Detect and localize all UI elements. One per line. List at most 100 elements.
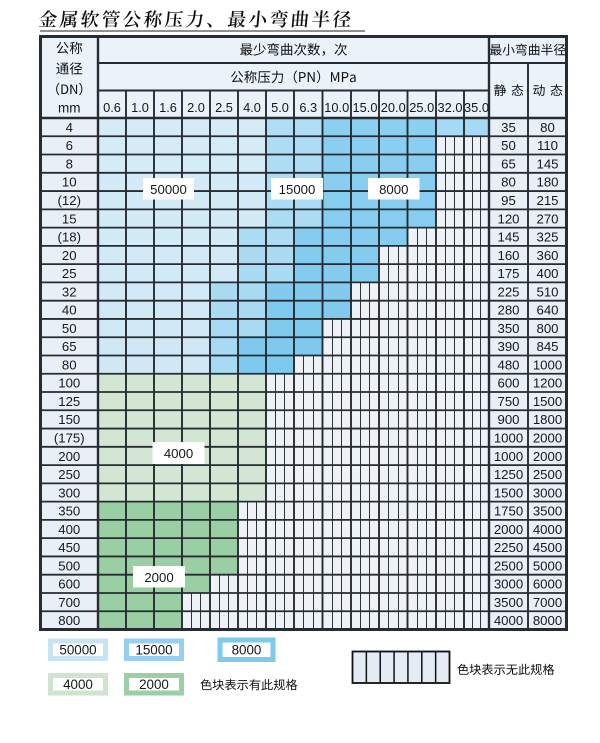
svg-text:50: 50 <box>62 321 77 336</box>
svg-text:300: 300 <box>58 485 80 500</box>
svg-text:15: 15 <box>62 211 77 226</box>
svg-text:2000: 2000 <box>494 522 523 537</box>
svg-text:50000: 50000 <box>59 643 96 658</box>
svg-text:700: 700 <box>58 595 80 610</box>
svg-text:2500: 2500 <box>533 467 562 482</box>
svg-text:4500: 4500 <box>533 540 562 555</box>
svg-text:400: 400 <box>58 522 80 537</box>
svg-text:125: 125 <box>58 394 80 409</box>
svg-text:95: 95 <box>501 193 516 208</box>
svg-text:3000: 3000 <box>494 577 523 592</box>
svg-text:40: 40 <box>62 303 77 318</box>
svg-text:900: 900 <box>497 412 519 427</box>
svg-text:15.0: 15.0 <box>353 100 378 115</box>
svg-text:65: 65 <box>501 156 516 171</box>
svg-text:750: 750 <box>497 394 519 409</box>
svg-text:65: 65 <box>62 339 77 354</box>
svg-text:450: 450 <box>58 540 80 555</box>
svg-text:1250: 1250 <box>494 467 523 482</box>
svg-text:6000: 6000 <box>533 577 562 592</box>
svg-text:2000: 2000 <box>533 449 562 464</box>
svg-text:145: 145 <box>536 156 558 171</box>
svg-text:480: 480 <box>497 357 519 372</box>
svg-text:5.0: 5.0 <box>271 100 289 115</box>
svg-text:1000: 1000 <box>533 357 562 372</box>
svg-text:270: 270 <box>536 211 558 226</box>
svg-text:2000: 2000 <box>144 570 173 585</box>
svg-text:1200: 1200 <box>533 376 562 391</box>
svg-text:mm: mm <box>58 101 81 116</box>
svg-text:600: 600 <box>497 376 519 391</box>
svg-text:175: 175 <box>497 266 519 281</box>
svg-text:600: 600 <box>58 577 80 592</box>
svg-text:4000: 4000 <box>63 677 93 692</box>
svg-text:400: 400 <box>536 266 558 281</box>
svg-text:6: 6 <box>66 138 73 153</box>
svg-text:1000: 1000 <box>494 430 523 445</box>
svg-text:50: 50 <box>501 138 516 153</box>
svg-text:32.0: 32.0 <box>438 100 463 115</box>
svg-text:1.6: 1.6 <box>159 100 177 115</box>
svg-text:4.0: 4.0 <box>243 100 261 115</box>
svg-text:2250: 2250 <box>494 540 523 555</box>
svg-text:215: 215 <box>536 193 558 208</box>
svg-text:510: 510 <box>536 284 558 299</box>
svg-text:(12): (12) <box>58 193 81 208</box>
svg-text:0.6: 0.6 <box>103 100 121 115</box>
svg-text:1000: 1000 <box>494 449 523 464</box>
svg-text:1800: 1800 <box>533 412 562 427</box>
svg-text:3500: 3500 <box>533 504 562 519</box>
svg-text:2500: 2500 <box>494 558 523 573</box>
svg-text:8: 8 <box>66 156 73 171</box>
svg-text:250: 250 <box>58 467 80 482</box>
svg-text:1.0: 1.0 <box>131 100 149 115</box>
svg-text:2.0: 2.0 <box>187 100 205 115</box>
svg-text:160: 160 <box>497 248 519 263</box>
svg-text:7000: 7000 <box>533 595 562 610</box>
svg-text:(175): (175) <box>54 430 85 445</box>
svg-text:800: 800 <box>536 321 558 336</box>
svg-text:350: 350 <box>58 504 80 519</box>
svg-text:1500: 1500 <box>533 394 562 409</box>
svg-text:120: 120 <box>497 211 519 226</box>
svg-text:15000: 15000 <box>135 643 172 658</box>
svg-text:2000: 2000 <box>139 677 169 692</box>
svg-text:2.5: 2.5 <box>215 100 233 115</box>
svg-text:110: 110 <box>537 138 558 153</box>
svg-text:10: 10 <box>62 175 77 190</box>
svg-text:280: 280 <box>497 303 519 318</box>
svg-text:80: 80 <box>62 357 77 372</box>
svg-text:5000: 5000 <box>533 558 562 573</box>
svg-text:10.0: 10.0 <box>324 100 349 115</box>
svg-text:20.0: 20.0 <box>381 100 406 115</box>
svg-text:32: 32 <box>62 284 77 299</box>
svg-text:8000: 8000 <box>533 613 562 628</box>
svg-text:3000: 3000 <box>533 485 562 500</box>
svg-text:20: 20 <box>62 248 77 263</box>
svg-text:(18): (18) <box>58 230 81 245</box>
svg-text:500: 500 <box>58 558 80 573</box>
svg-text:360: 360 <box>536 248 558 263</box>
svg-text:25: 25 <box>62 266 77 281</box>
svg-text:145: 145 <box>497 230 519 245</box>
svg-text:1750: 1750 <box>494 504 523 519</box>
svg-text:6.3: 6.3 <box>299 100 317 115</box>
svg-text:50000: 50000 <box>150 182 187 197</box>
svg-text:2000: 2000 <box>533 430 562 445</box>
svg-text:15000: 15000 <box>279 182 316 197</box>
svg-text:8000: 8000 <box>379 182 408 197</box>
svg-text:80: 80 <box>501 175 516 190</box>
svg-text:3500: 3500 <box>494 595 523 610</box>
svg-text:1500: 1500 <box>494 485 523 500</box>
svg-text:100: 100 <box>58 376 80 391</box>
svg-text:35.0: 35.0 <box>464 100 489 115</box>
svg-text:35: 35 <box>501 120 516 135</box>
svg-text:200: 200 <box>58 449 80 464</box>
svg-text:150: 150 <box>58 412 80 427</box>
svg-text:4000: 4000 <box>164 446 193 461</box>
svg-text:325: 325 <box>536 230 558 245</box>
svg-text:80: 80 <box>540 120 555 135</box>
svg-text:8000: 8000 <box>232 643 262 658</box>
svg-text:390: 390 <box>497 339 519 354</box>
svg-text:640: 640 <box>536 303 558 318</box>
